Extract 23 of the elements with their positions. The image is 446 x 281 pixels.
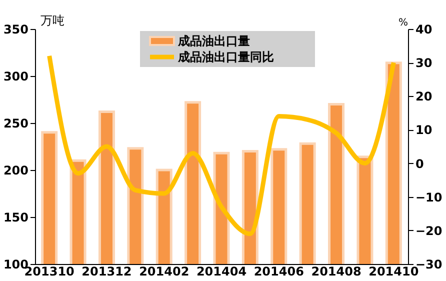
x-tick-label: 201408 — [311, 264, 362, 278]
y2-axis-title: % — [398, 18, 408, 28]
y2-tick-label: 40 — [416, 22, 432, 36]
y2-tick-label: 0 — [416, 156, 424, 171]
y2-tick-label: 20 — [416, 90, 432, 104]
y-tick-label: 100 — [3, 258, 28, 272]
y2-tick-label: −10 — [416, 190, 442, 204]
y-tick-label: 250 — [3, 116, 28, 130]
y-tick-label: 150 — [3, 210, 28, 224]
y2-tick-label: 30 — [416, 56, 432, 70]
legend-label: 成品油出口量 — [177, 34, 250, 48]
x-tick-label: 201312 — [82, 264, 132, 278]
y-axis-title: 万吨 — [40, 14, 64, 28]
x-tick-label: 201402 — [139, 264, 190, 278]
x-tick-label: 201406 — [254, 264, 304, 278]
y-tick-label: 350 — [3, 22, 28, 36]
y2-tick-label: 10 — [416, 123, 432, 138]
y-tick-label: 300 — [3, 70, 28, 84]
legend-label: 成品油出口量同比 — [177, 50, 274, 64]
x-tick-label: 201404 — [196, 264, 247, 278]
y2-tick-label: −20 — [416, 224, 442, 238]
x-tick-label: 201410 — [368, 264, 419, 278]
y-tick-label: 200 — [3, 164, 28, 178]
